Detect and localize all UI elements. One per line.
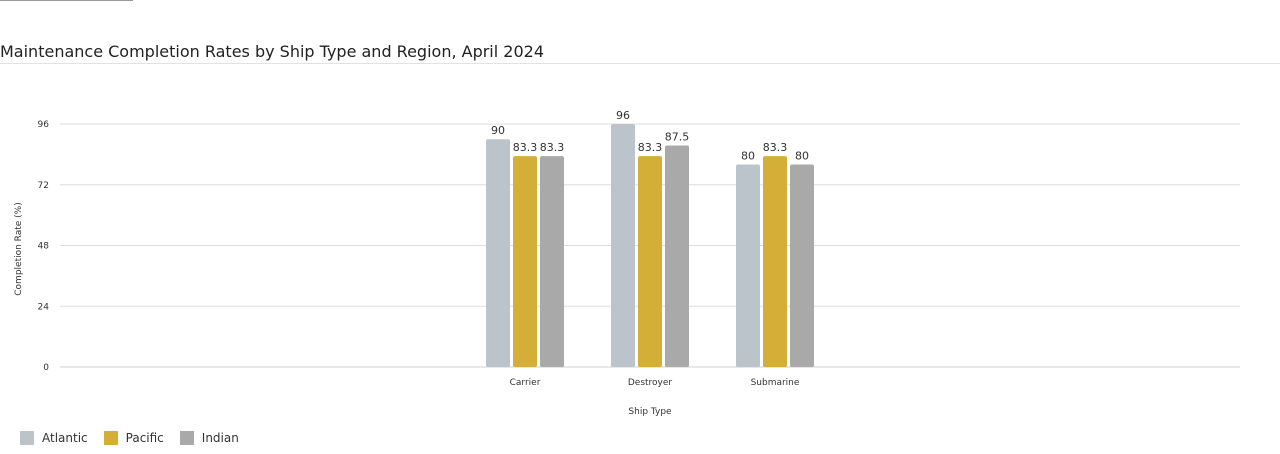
legend-item-pacific[interactable]: Pacific	[103, 431, 164, 445]
x-tick-label: Carrier	[510, 378, 541, 388]
data-label: 96	[616, 109, 630, 122]
data-label: 90	[491, 124, 505, 137]
top-tab-indicator	[0, 0, 133, 1]
chart-title: Maintenance Completion Rates by Ship Typ…	[0, 42, 544, 61]
title-divider	[0, 63, 1280, 64]
y-tick-label: 96	[38, 120, 50, 130]
legend-item-atlantic[interactable]: Atlantic	[20, 431, 88, 445]
x-tick-label: Submarine	[751, 378, 800, 388]
y-tick-label: 72	[38, 181, 49, 191]
data-label: 80	[741, 150, 755, 163]
legend-label: Indian	[201, 431, 239, 445]
bar-pacific-carrier[interactable]	[513, 156, 537, 367]
bar-atlantic-destroyer[interactable]	[611, 124, 635, 367]
y-tick-label: 0	[43, 363, 49, 373]
legend-label: Atlantic	[42, 431, 88, 445]
data-label: 83.3	[513, 141, 538, 154]
legend-swatch	[179, 431, 194, 445]
bar-pacific-submarine[interactable]	[763, 156, 787, 367]
bar-indian-destroyer[interactable]	[665, 145, 689, 367]
legend-swatch	[20, 431, 34, 445]
y-axis-label: Completion Rate (%)	[14, 202, 24, 295]
bar-indian-submarine[interactable]	[790, 164, 814, 368]
bar-indian-carrier[interactable]	[540, 156, 564, 367]
x-axis-ticks: Carrier Destroyer Submarine	[510, 378, 800, 388]
y-axis-ticks: 0 24 48 72 96	[38, 120, 50, 373]
legend-swatch	[103, 431, 118, 445]
legend-item-indian[interactable]: Indian	[179, 431, 239, 445]
data-label: 83.3	[763, 141, 788, 154]
legend: Atlantic Pacific Indian	[20, 430, 255, 446]
data-label: 83.3	[540, 141, 565, 154]
bar-atlantic-submarine[interactable]	[736, 164, 760, 368]
bar-pacific-destroyer[interactable]	[638, 156, 662, 367]
data-label: 80	[795, 150, 809, 163]
bars	[486, 124, 814, 367]
legend-label: Pacific	[125, 431, 164, 445]
y-tick-label: 24	[38, 302, 50, 312]
bar-atlantic-carrier[interactable]	[486, 139, 510, 367]
data-label: 87.5	[665, 131, 690, 144]
x-axis-label: Ship Type	[628, 407, 672, 417]
data-label: 83.3	[638, 141, 663, 154]
y-tick-label: 48	[38, 242, 50, 252]
x-tick-label: Destroyer	[628, 378, 673, 388]
